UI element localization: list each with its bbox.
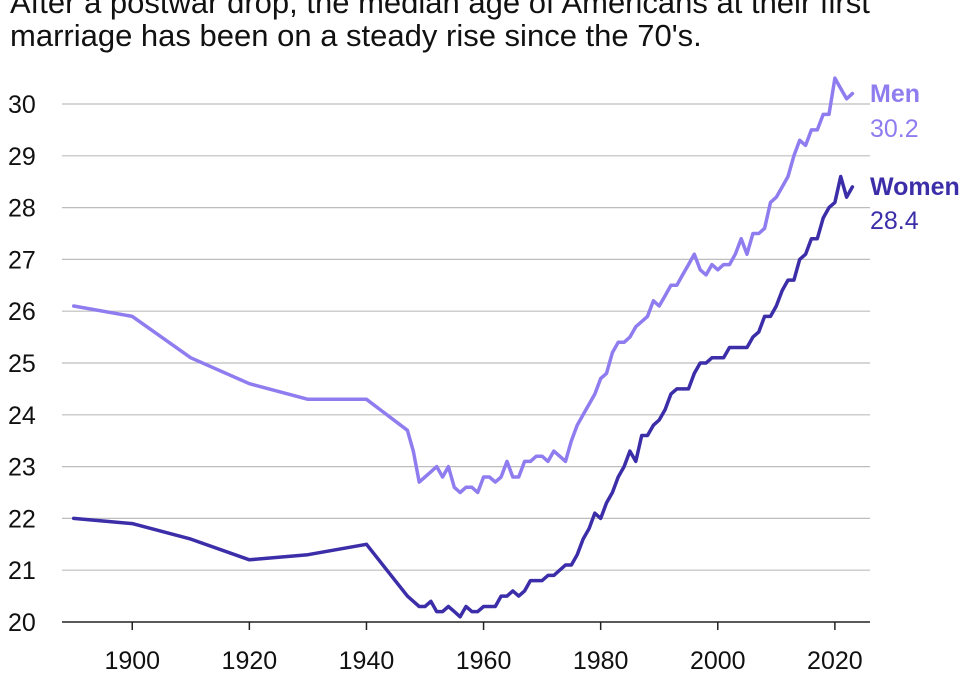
x-axis-ticks: 1900 1920 1940 1960 1980 2000 2020 [104, 622, 863, 675]
y-tick-label: 30 [8, 91, 36, 119]
y-axis-ticks: 20 21 22 23 24 25 26 27 28 29 30 [8, 91, 36, 637]
series-name-label: Women [870, 173, 960, 201]
x-tick-label: 1900 [104, 647, 160, 675]
y-tick-label: 23 [8, 454, 36, 482]
x-tick-label: 2020 [807, 647, 863, 675]
y-tick-label: 25 [8, 350, 36, 378]
series-line-men [71, 76, 855, 495]
series-line-women [71, 174, 855, 619]
x-tick-label: 1980 [573, 647, 629, 675]
x-tick-label: 1940 [339, 647, 395, 675]
series-end-labels: Men 30.2 Women 28.4 [870, 80, 960, 235]
y-tick-label: 22 [8, 505, 36, 533]
y-tick-label: 20 [8, 609, 36, 637]
series-lines [71, 76, 855, 619]
series-value-label: 30.2 [870, 115, 919, 143]
gridlines [62, 103, 870, 623]
y-tick-label: 26 [8, 298, 36, 326]
y-tick-label: 24 [8, 402, 36, 430]
y-tick-label: 27 [8, 246, 36, 274]
y-tick-label: 28 [8, 195, 36, 223]
x-tick-label: 2000 [690, 647, 746, 675]
series-name-label: Men [870, 80, 920, 108]
x-tick-label: 1960 [456, 647, 512, 675]
y-tick-label: 21 [8, 557, 36, 585]
x-tick-label: 1920 [222, 647, 278, 675]
series-value-label: 28.4 [870, 207, 919, 235]
y-tick-label: 29 [8, 143, 36, 171]
chart-subtitle: After a postwar drop, the median age of … [10, 0, 870, 53]
